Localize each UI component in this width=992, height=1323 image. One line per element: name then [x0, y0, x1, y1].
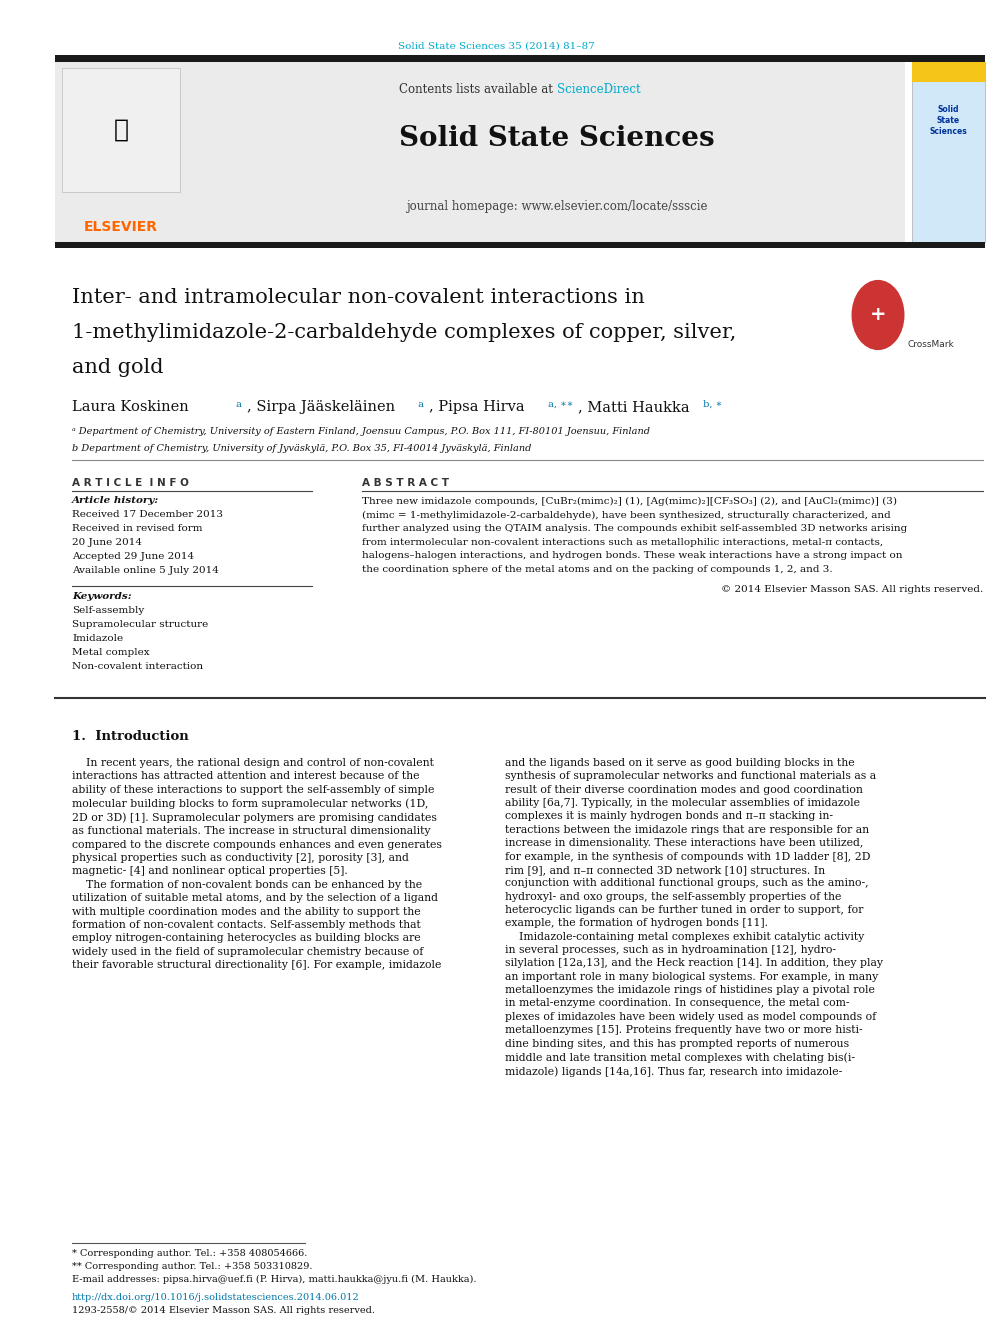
Text: Inter- and intramolecular non-covalent interactions in: Inter- and intramolecular non-covalent i… [72, 288, 645, 307]
Text: halogens–halogen interactions, and hydrogen bonds. These weak interactions have : halogens–halogen interactions, and hydro… [362, 550, 903, 560]
Text: * Corresponding author. Tel.: +358 408054666.: * Corresponding author. Tel.: +358 40805… [72, 1249, 308, 1258]
Bar [55, 242, 985, 247]
Text: journal homepage: www.elsevier.com/locate/ssscie: journal homepage: www.elsevier.com/locat… [407, 200, 707, 213]
Text: 1293-2558/© 2014 Elsevier Masson SAS. All rights reserved.: 1293-2558/© 2014 Elsevier Masson SAS. Al… [72, 1306, 375, 1315]
Text: 1.  Introduction: 1. Introduction [72, 730, 188, 744]
Text: 🌳: 🌳 [113, 118, 129, 142]
Text: , Sirpa Jääskeläinen: , Sirpa Jääskeläinen [247, 400, 395, 414]
Text: http://dx.doi.org/10.1016/j.solidstatesciences.2014.06.012: http://dx.doi.org/10.1016/j.solidstatesc… [72, 1293, 360, 1302]
Bar [912, 62, 985, 242]
Text: and gold: and gold [72, 359, 164, 377]
Text: b, ∗: b, ∗ [700, 400, 722, 409]
Text: Non-covalent interaction: Non-covalent interaction [72, 662, 203, 671]
Text: from intermolecular non-covalent interactions such as metallophilic interactions: from intermolecular non-covalent interac… [362, 537, 883, 546]
Bar [912, 62, 985, 82]
Text: Three new imidazole compounds, [CuBr₂(mimc)₂] (1), [Ag(mimc)₂][CF₃SO₃] (2), and : Three new imidazole compounds, [CuBr₂(mi… [362, 497, 897, 507]
Bar [55, 56, 985, 62]
Text: Received in revised form: Received in revised form [72, 524, 202, 533]
Text: Received 17 December 2013: Received 17 December 2013 [72, 509, 223, 519]
Text: Article history:: Article history: [72, 496, 160, 505]
Text: 1-methylimidazole-2-carbaldehyde complexes of copper, silver,: 1-methylimidazole-2-carbaldehyde complex… [72, 323, 736, 343]
Text: the coordination sphere of the metal atoms and on the packing of compounds 1, 2,: the coordination sphere of the metal ato… [362, 565, 832, 573]
Circle shape [852, 280, 904, 349]
Text: A B S T R A C T: A B S T R A C T [362, 478, 449, 488]
Text: a: a [415, 400, 424, 409]
Text: (mimc = 1-methylimidazole-2-carbaldehyde), have been synthesized, structurally c: (mimc = 1-methylimidazole-2-carbaldehyde… [362, 511, 891, 520]
Text: In recent years, the rational design and control of non-covalent
interactions ha: In recent years, the rational design and… [72, 758, 441, 970]
Text: and the ligands based on it serve as good building blocks in the
synthesis of su: and the ligands based on it serve as goo… [505, 758, 883, 1077]
Text: CrossMark: CrossMark [907, 340, 953, 349]
Text: ** Corresponding author. Tel.: +358 503310829.: ** Corresponding author. Tel.: +358 5033… [72, 1262, 312, 1271]
Text: Solid
State
Sciences: Solid State Sciences [930, 105, 967, 136]
Text: +: + [870, 306, 886, 324]
Text: Contents lists available at: Contents lists available at [400, 83, 557, 97]
Text: a: a [233, 400, 242, 409]
Text: further analyzed using the QTAIM analysis. The compounds exhibit self-assembled : further analyzed using the QTAIM analysi… [362, 524, 908, 533]
Bar [55, 60, 905, 245]
Text: Solid State Sciences 35 (2014) 81–87: Solid State Sciences 35 (2014) 81–87 [398, 42, 594, 52]
Text: Metal complex: Metal complex [72, 648, 150, 658]
Text: Available online 5 July 2014: Available online 5 July 2014 [72, 566, 219, 576]
Text: 20 June 2014: 20 June 2014 [72, 538, 142, 546]
Text: , Pipsa Hirva: , Pipsa Hirva [429, 400, 525, 414]
Text: Supramolecular structure: Supramolecular structure [72, 620, 208, 628]
Text: Self-assembly: Self-assembly [72, 606, 144, 615]
Text: Solid State Sciences: Solid State Sciences [399, 124, 715, 152]
Bar [62, 67, 180, 192]
Text: a, ∗∗: a, ∗∗ [545, 400, 573, 409]
Text: ᵃ Department of Chemistry, University of Eastern Finland, Joensuu Campus, P.O. B: ᵃ Department of Chemistry, University of… [72, 427, 650, 437]
Text: E-mail addresses: pipsa.hirva@uef.fi (P. Hirva), matti.haukka@jyu.fi (M. Haukka): E-mail addresses: pipsa.hirva@uef.fi (P.… [72, 1275, 476, 1285]
Text: ScienceDirect: ScienceDirect [557, 83, 641, 97]
Text: Laura Koskinen: Laura Koskinen [72, 400, 188, 414]
Text: A R T I C L E  I N F O: A R T I C L E I N F O [72, 478, 188, 488]
Text: © 2014 Elsevier Masson SAS. All rights reserved.: © 2014 Elsevier Masson SAS. All rights r… [721, 585, 983, 594]
Text: Accepted 29 June 2014: Accepted 29 June 2014 [72, 552, 194, 561]
Text: , Matti Haukka: , Matti Haukka [578, 400, 689, 414]
Text: ELSEVIER: ELSEVIER [84, 220, 158, 234]
Text: Imidazole: Imidazole [72, 634, 123, 643]
Text: b Department of Chemistry, University of Jyväskylä, P.O. Box 35, FI-40014 Jyväsk: b Department of Chemistry, University of… [72, 445, 532, 452]
Text: Keywords:: Keywords: [72, 591, 132, 601]
